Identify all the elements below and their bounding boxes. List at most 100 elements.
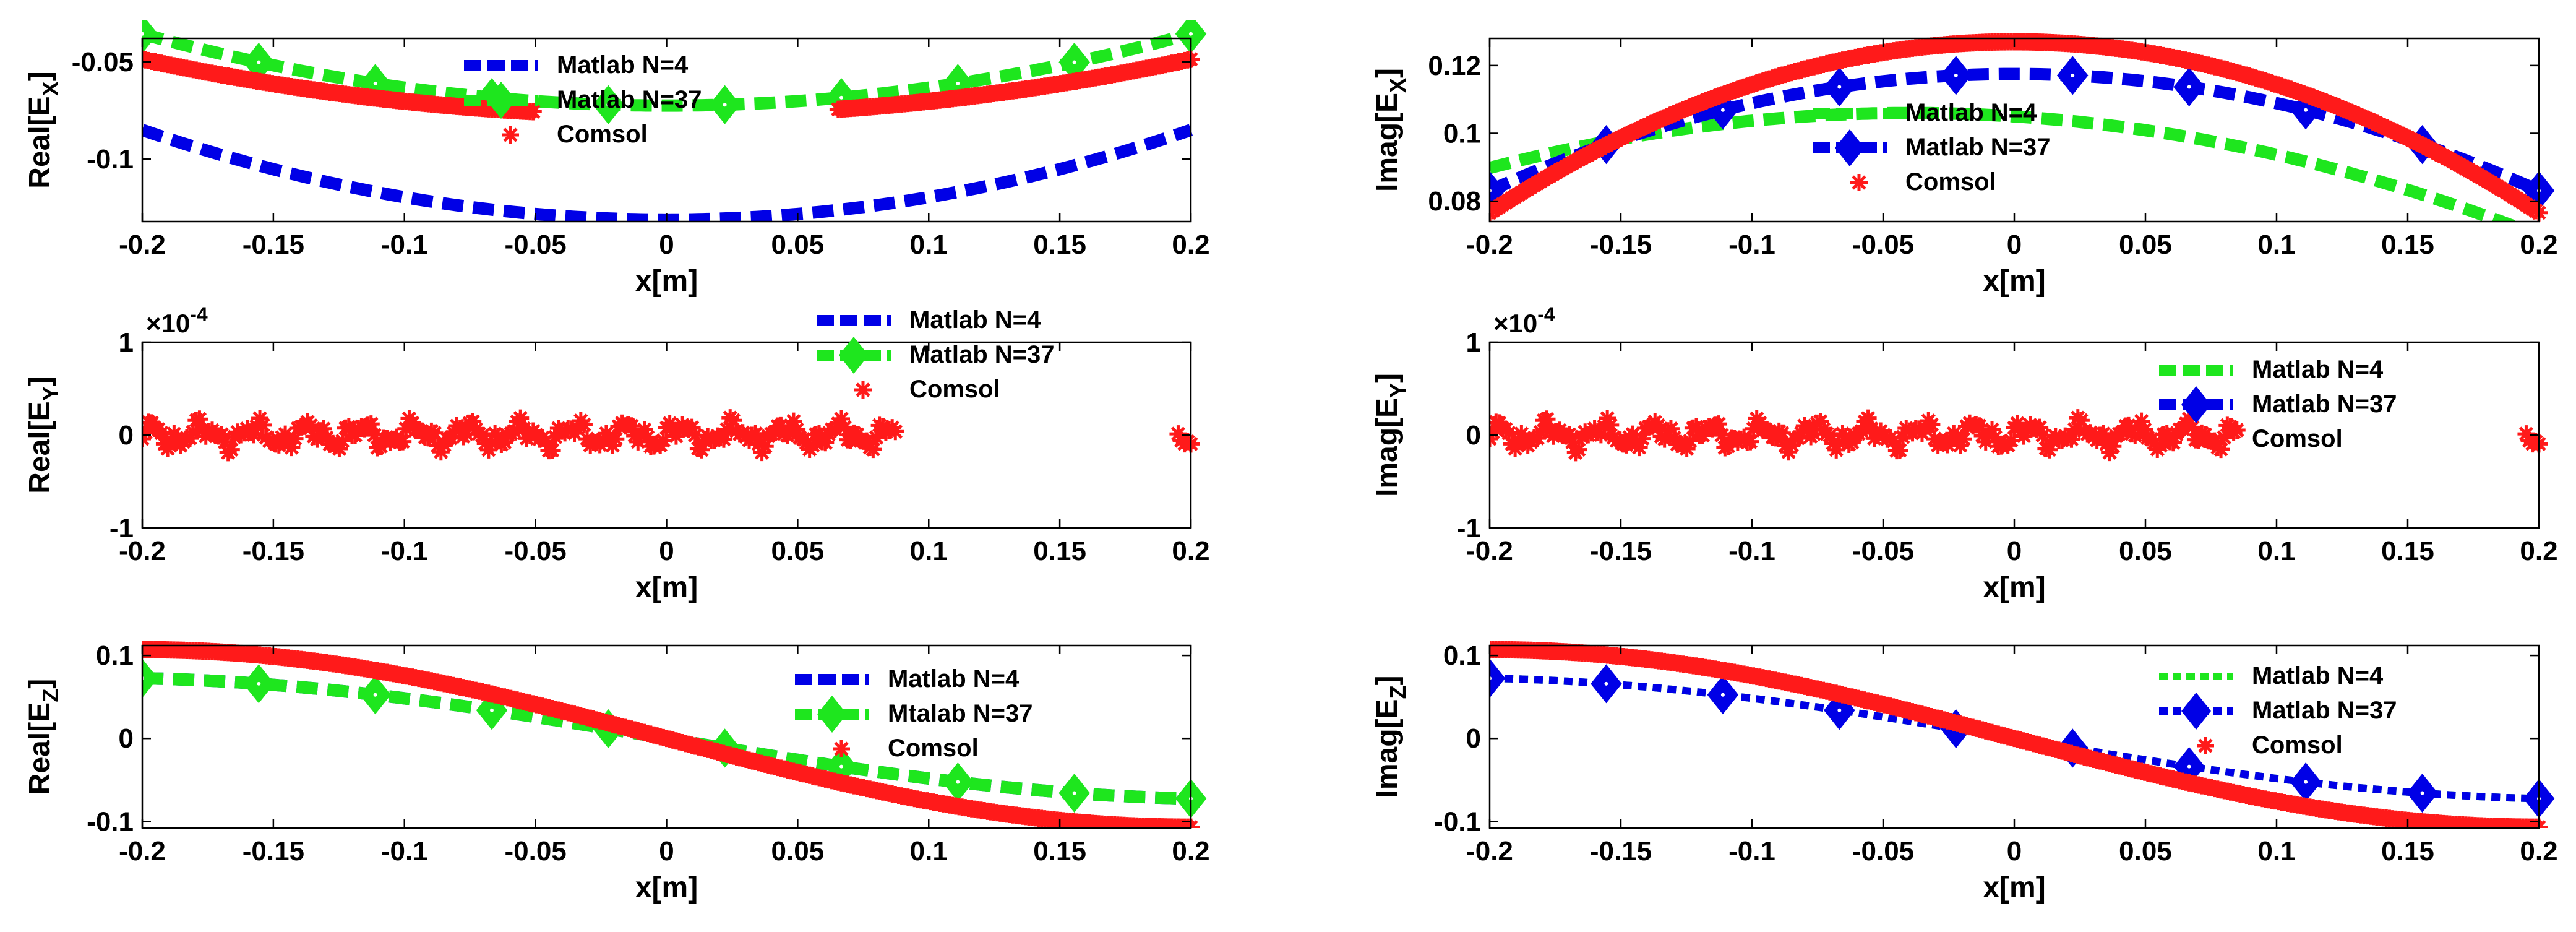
legend-label: Matlab N=37 — [1905, 134, 2051, 161]
x-tick-label: -0.1 — [381, 836, 428, 866]
x-tick-label: -0.2 — [1466, 230, 1513, 260]
series-group — [142, 409, 1200, 462]
diamond-marker-center — [490, 708, 494, 712]
x-axis-label: x[m] — [635, 265, 698, 298]
diamond-marker-center — [1720, 108, 1725, 112]
y-tick-label: -1 — [1457, 513, 1481, 543]
x-tick-label: 0.15 — [1033, 536, 1086, 566]
diamond-marker-center — [606, 103, 611, 107]
diamond-marker-center — [1189, 32, 1193, 36]
diamond-marker-center — [839, 95, 843, 100]
x-tick-label: 0.1 — [2257, 836, 2295, 866]
diamond-marker-center — [2071, 73, 2075, 77]
subplot-imag-ez: -0.2 -0.15 -0.1 -0.05 0 0.05 0.1 0.15 0.2 0.1 0 -0.… — [1371, 641, 2558, 904]
diamond-marker — [142, 20, 158, 54]
series-comsol-stars — [142, 50, 1200, 121]
series-comsol-stars — [1490, 33, 2548, 222]
x-tick-label: -0.05 — [504, 230, 566, 260]
x-tick-label: 0 — [2007, 536, 2022, 566]
y-axis-label: Imag[EY] — [1371, 373, 1410, 497]
legend-diamond-icon — [486, 82, 516, 119]
x-tick-label: 0.1 — [910, 536, 948, 566]
subplot-real-ey: -0.2 -0.15 -0.1 -0.05 0 0.05 0.1 0.15 0.2 1 0 -1 x[m… — [24, 303, 1210, 604]
legend-label: Comsol — [909, 376, 1000, 403]
series-line-matlab-n-37 — [142, 28, 1193, 112]
legend-label: Matlab N=4 — [2252, 356, 2384, 383]
legend-star-icon — [1850, 174, 1868, 191]
legend-entry: Matlab N=4 — [2159, 662, 2384, 689]
legend-star-icon — [854, 381, 872, 399]
x-tick-label: -0.2 — [1466, 536, 1513, 566]
x-tick-label: 0.2 — [1172, 836, 1209, 866]
x-tick-label: -0.1 — [1728, 230, 1775, 260]
series-comsol-stars — [142, 409, 1200, 462]
x-tick-label: 0.1 — [910, 230, 948, 260]
x-tick-label: 0 — [659, 230, 674, 260]
diamond-marker — [1490, 171, 1506, 210]
x-tick-label: -0.2 — [1466, 836, 1513, 866]
diamond-marker — [142, 658, 158, 698]
x-tick-label: -0.1 — [381, 536, 428, 566]
diamond-marker-center — [839, 764, 843, 769]
diamond-marker-center — [1837, 85, 1842, 89]
legend-entry: Comsol — [502, 121, 648, 148]
diamond-marker-center — [2187, 85, 2191, 89]
x-tick-label: 0.1 — [2257, 536, 2295, 566]
x-tick-label: 0 — [659, 836, 674, 866]
x-tick-label: -0.15 — [1590, 836, 1652, 866]
y-tick-label: 0 — [1466, 723, 1481, 754]
diamond-marker-center — [1604, 681, 1608, 686]
y-axis-label: Real[EX] — [24, 71, 63, 188]
x-tick-label: -0.05 — [504, 536, 566, 566]
y-tick-label: 0.08 — [1428, 186, 1481, 217]
diamond-marker-center — [1720, 693, 1725, 697]
legend-entry: Matlab N=37 — [2159, 386, 2397, 423]
legend-label: Matlab N=37 — [2252, 697, 2397, 724]
y-tick-label: 0.1 — [96, 641, 134, 671]
y-tick-label: 1 — [1466, 327, 1481, 358]
axis-exponent: ×10-4 — [146, 303, 208, 338]
x-tick-label: 0.2 — [2520, 536, 2557, 566]
x-tick-label: 0 — [2007, 230, 2022, 260]
legend-diamond-icon — [2181, 693, 2211, 730]
legend-entry: Matlab N=4 — [817, 306, 1041, 334]
x-tick-label: 0 — [659, 536, 674, 566]
x-tick-label: 0.05 — [771, 836, 825, 866]
y-tick-label: 0.1 — [1443, 641, 1481, 671]
x-tick-label: -0.15 — [1590, 536, 1652, 566]
x-tick-label: 0.2 — [1172, 230, 1209, 260]
x-tick-label: 0.1 — [2257, 230, 2295, 260]
series-comsol-stars — [1490, 641, 2548, 828]
x-tick-label: -0.15 — [243, 230, 304, 260]
diamond-marker-center — [956, 81, 960, 85]
x-tick-label: 0.05 — [2119, 836, 2172, 866]
diamond-marker-center — [2304, 108, 2308, 112]
x-tick-label: 0.2 — [1172, 536, 1209, 566]
legend-label: Comsol — [1905, 168, 1996, 196]
diamond-marker-center — [723, 103, 727, 107]
x-axis-label: x[m] — [635, 571, 698, 604]
x-tick-label: 0.05 — [2119, 230, 2172, 260]
x-tick-label: -0.05 — [1852, 836, 1914, 866]
x-tick-label: 0.15 — [2381, 536, 2434, 566]
x-tick-label: 0.05 — [771, 536, 825, 566]
legend-label: Comsol — [557, 121, 648, 148]
diamond-marker-center — [373, 693, 377, 697]
x-tick-label: 0.2 — [2520, 230, 2557, 260]
y-axis-label: Imag[EX] — [1371, 68, 1410, 192]
x-axis-label: x[m] — [635, 871, 698, 904]
y-axis-label: Real[EZ] — [24, 679, 63, 795]
x-tick-label: 0.15 — [2381, 230, 2434, 260]
legend-label: Matlab N=37 — [557, 86, 702, 113]
legend-entry: Matlab N=37 — [817, 337, 1055, 374]
legend-entry: Matlab N=37 — [464, 82, 702, 119]
y-tick-label: -0.1 — [1434, 806, 1481, 837]
legend-label: Comsol — [2252, 425, 2343, 452]
y-tick-label: 0.12 — [1428, 51, 1481, 81]
x-axis-label: x[m] — [1983, 871, 2045, 904]
series-line-matlab-n-4 — [142, 124, 1193, 222]
x-tick-label: -0.15 — [243, 536, 304, 566]
x-tick-label: -0.2 — [119, 230, 166, 260]
y-tick-label: -0.05 — [72, 47, 134, 77]
